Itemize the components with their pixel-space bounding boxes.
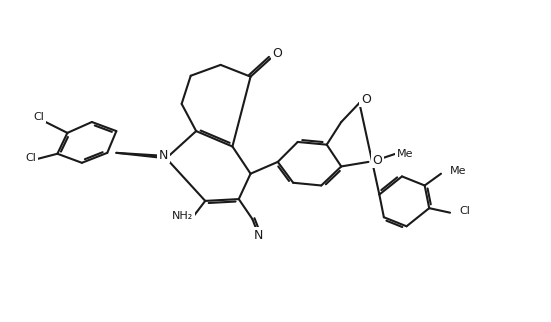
Text: N: N <box>254 229 263 242</box>
Text: Me: Me <box>397 149 413 159</box>
Text: O: O <box>372 154 382 166</box>
Text: Cl: Cl <box>34 111 45 122</box>
Text: NH₂: NH₂ <box>172 211 193 221</box>
Text: O: O <box>361 93 371 106</box>
Text: Me: Me <box>450 166 467 176</box>
Text: O: O <box>272 47 282 60</box>
Text: Cl: Cl <box>459 206 470 216</box>
Text: Cl: Cl <box>26 153 36 163</box>
Text: N: N <box>159 149 168 162</box>
